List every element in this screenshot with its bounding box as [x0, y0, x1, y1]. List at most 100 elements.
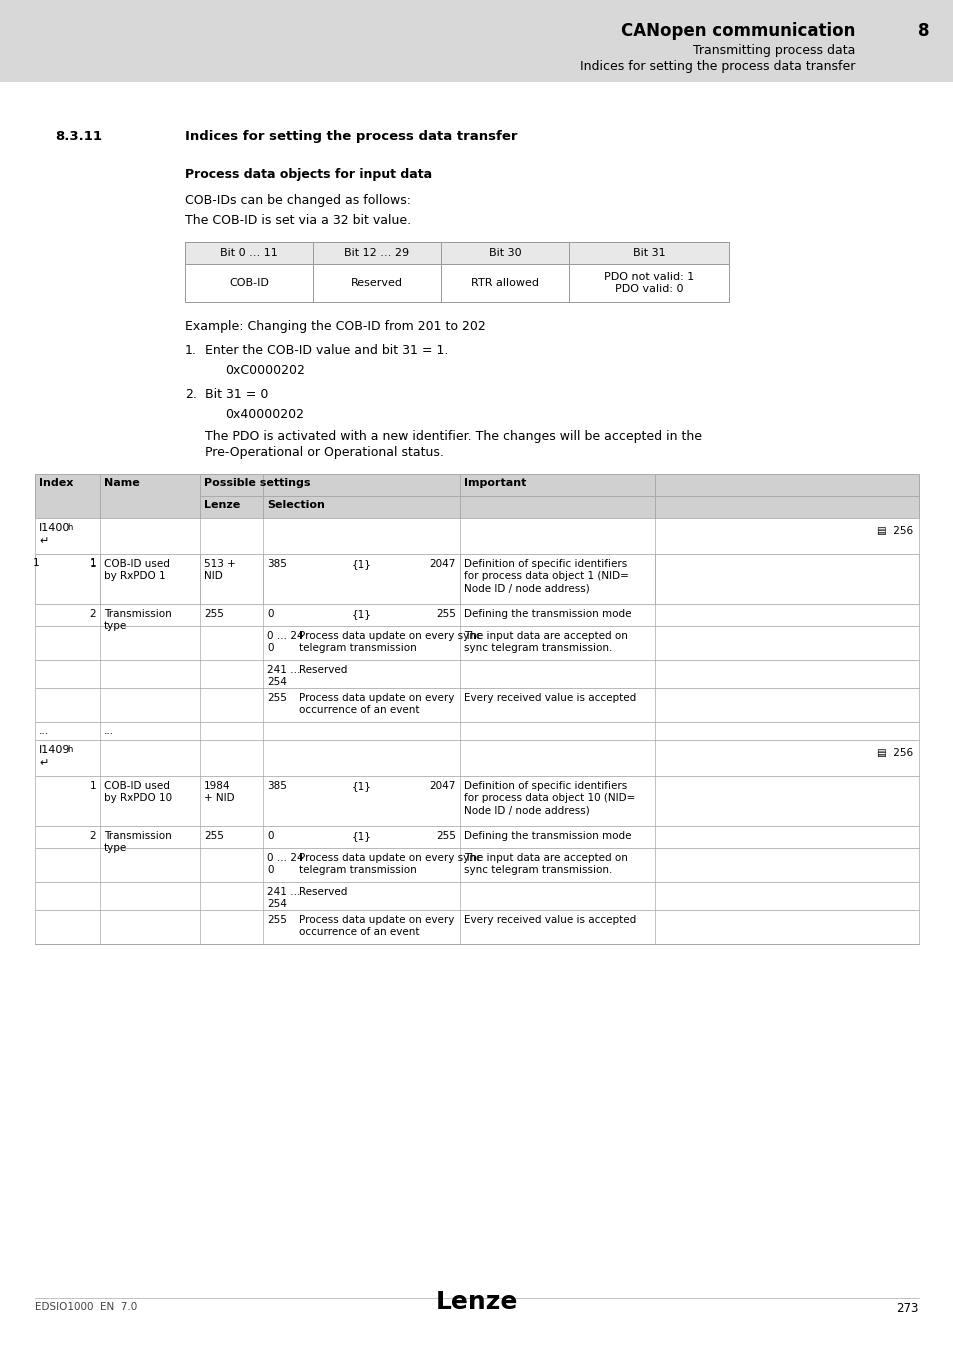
Text: Indices for setting the process data transfer: Indices for setting the process data tra…	[185, 130, 517, 143]
Text: 273: 273	[896, 1301, 918, 1315]
Text: 1: 1	[90, 558, 96, 568]
Text: h: h	[67, 745, 72, 755]
Text: COB-ID used
by RxPDO 1: COB-ID used by RxPDO 1	[104, 559, 170, 582]
Text: Every received value is accepted: Every received value is accepted	[463, 915, 636, 925]
Text: 1.: 1.	[185, 344, 196, 356]
Text: Defining the transmission mode: Defining the transmission mode	[463, 832, 631, 841]
Text: Reserved: Reserved	[351, 278, 402, 288]
Bar	[35, 848, 918, 882]
Text: 0 … 24
0: 0 … 24 0	[267, 630, 303, 653]
Text: Bit 30: Bit 30	[488, 248, 520, 258]
Text: Transmission
type: Transmission type	[104, 609, 172, 632]
Text: Defining the transmission mode: Defining the transmission mode	[463, 609, 631, 620]
Text: 1984
+ NID: 1984 + NID	[204, 782, 234, 803]
Text: Bit 31 = 0: Bit 31 = 0	[205, 387, 268, 401]
Text: ▤  256: ▤ 256	[876, 526, 912, 536]
Text: 241 …
254: 241 … 254	[267, 887, 300, 910]
Text: PDO not valid: 1
PDO valid: 0: PDO not valid: 1 PDO valid: 0	[603, 273, 694, 294]
Text: 2047: 2047	[429, 782, 456, 791]
Bar	[568, 242, 728, 265]
Text: RTR allowed: RTR allowed	[471, 278, 538, 288]
Text: 255: 255	[267, 693, 287, 703]
Text: Process data update on every sync
telegram transmission: Process data update on every sync telegr…	[298, 630, 481, 653]
Text: 0: 0	[267, 609, 274, 620]
Text: COB-ID: COB-ID	[229, 278, 269, 288]
Text: h: h	[67, 522, 72, 532]
Text: {1}: {1}	[352, 609, 371, 620]
Text: 1: 1	[90, 559, 96, 568]
Text: 0x40000202: 0x40000202	[225, 408, 304, 421]
Text: {1}: {1}	[352, 782, 371, 791]
Bar	[568, 265, 728, 302]
Bar	[35, 554, 918, 603]
Text: Transmitting process data: Transmitting process data	[692, 45, 854, 57]
Text: Process data update on every
occurrence of an event: Process data update on every occurrence …	[298, 693, 454, 716]
Bar	[35, 776, 918, 826]
Text: The PDO is activated with a new identifier. The changes will be accepted in the: The PDO is activated with a new identifi…	[205, 431, 701, 443]
Text: CANopen communication: CANopen communication	[620, 22, 854, 40]
Text: I1409: I1409	[39, 745, 71, 755]
Text: Process data update on every
occurrence of an event: Process data update on every occurrence …	[298, 915, 454, 937]
Text: The input data are accepted on
sync telegram transmission.: The input data are accepted on sync tele…	[463, 630, 627, 653]
Text: 0 … 24
0: 0 … 24 0	[267, 853, 303, 875]
Bar	[35, 688, 918, 722]
Bar	[35, 910, 918, 944]
Text: 8: 8	[918, 22, 929, 40]
Bar	[35, 882, 918, 910]
Text: {1}: {1}	[352, 559, 371, 568]
Text: COB-IDs can be changed as follows:: COB-IDs can be changed as follows:	[185, 194, 411, 207]
Text: Lenze: Lenze	[436, 1291, 517, 1314]
Text: Process data objects for input data: Process data objects for input data	[185, 167, 432, 181]
Text: 385: 385	[267, 782, 287, 791]
Text: Bit 0 … 11: Bit 0 … 11	[220, 248, 277, 258]
Text: 2.: 2.	[185, 387, 196, 401]
Text: Possible settings: Possible settings	[204, 478, 310, 487]
Text: 241 …
254: 241 … 254	[267, 666, 300, 687]
Bar	[35, 660, 918, 688]
Text: 255: 255	[204, 609, 224, 620]
Text: 2: 2	[90, 832, 96, 841]
Text: Index: Index	[39, 478, 73, 487]
Text: 1: 1	[32, 558, 39, 568]
Text: Definition of specific identifiers
for process data object 10 (NID=
Node ID / no: Definition of specific identifiers for p…	[463, 782, 635, 815]
Bar	[313, 265, 440, 302]
Text: EDSIO1000  EN  7.0: EDSIO1000 EN 7.0	[35, 1301, 137, 1312]
Text: Name: Name	[104, 478, 139, 487]
Text: Reserved: Reserved	[298, 887, 347, 896]
Text: Process data update on every sync
telegram transmission: Process data update on every sync telegr…	[298, 853, 481, 875]
Text: ...: ...	[104, 726, 114, 736]
Bar	[185, 265, 313, 302]
Bar	[35, 740, 918, 776]
Text: 0xC0000202: 0xC0000202	[225, 364, 305, 377]
Text: Reserved: Reserved	[298, 666, 347, 675]
Text: Every received value is accepted: Every received value is accepted	[463, 693, 636, 703]
Text: COB-ID used
by RxPDO 10: COB-ID used by RxPDO 10	[104, 782, 172, 803]
Bar	[35, 518, 918, 553]
Text: 385: 385	[267, 559, 287, 568]
Text: {1}: {1}	[352, 832, 371, 841]
Bar	[313, 242, 440, 265]
Bar	[440, 265, 568, 302]
Text: The input data are accepted on
sync telegram transmission.: The input data are accepted on sync tele…	[463, 853, 627, 875]
Text: Definition of specific identifiers
for process data object 1 (NID=
Node ID / nod: Definition of specific identifiers for p…	[463, 559, 628, 594]
Text: Lenze: Lenze	[204, 500, 240, 510]
Bar	[35, 474, 918, 518]
Text: ...: ...	[39, 726, 49, 736]
Text: The COB-ID is set via a 32 bit value.: The COB-ID is set via a 32 bit value.	[185, 215, 411, 227]
Text: ↵: ↵	[39, 757, 49, 768]
Text: 255: 255	[267, 915, 287, 925]
Text: 255: 255	[204, 832, 224, 841]
Text: 255: 255	[436, 832, 456, 841]
Bar	[0, 0, 953, 82]
Bar	[35, 626, 918, 660]
Text: ↵: ↵	[39, 536, 49, 545]
Text: 1: 1	[90, 782, 96, 791]
Text: ▤  256: ▤ 256	[876, 748, 912, 757]
Text: Important: Important	[463, 478, 526, 487]
Text: Example: Changing the COB-ID from 201 to 202: Example: Changing the COB-ID from 201 to…	[185, 320, 485, 333]
Text: Transmission
type: Transmission type	[104, 832, 172, 853]
Bar	[35, 826, 918, 848]
Text: 513 +
NID: 513 + NID	[204, 559, 235, 582]
Text: 255: 255	[436, 609, 456, 620]
Bar	[185, 242, 313, 265]
